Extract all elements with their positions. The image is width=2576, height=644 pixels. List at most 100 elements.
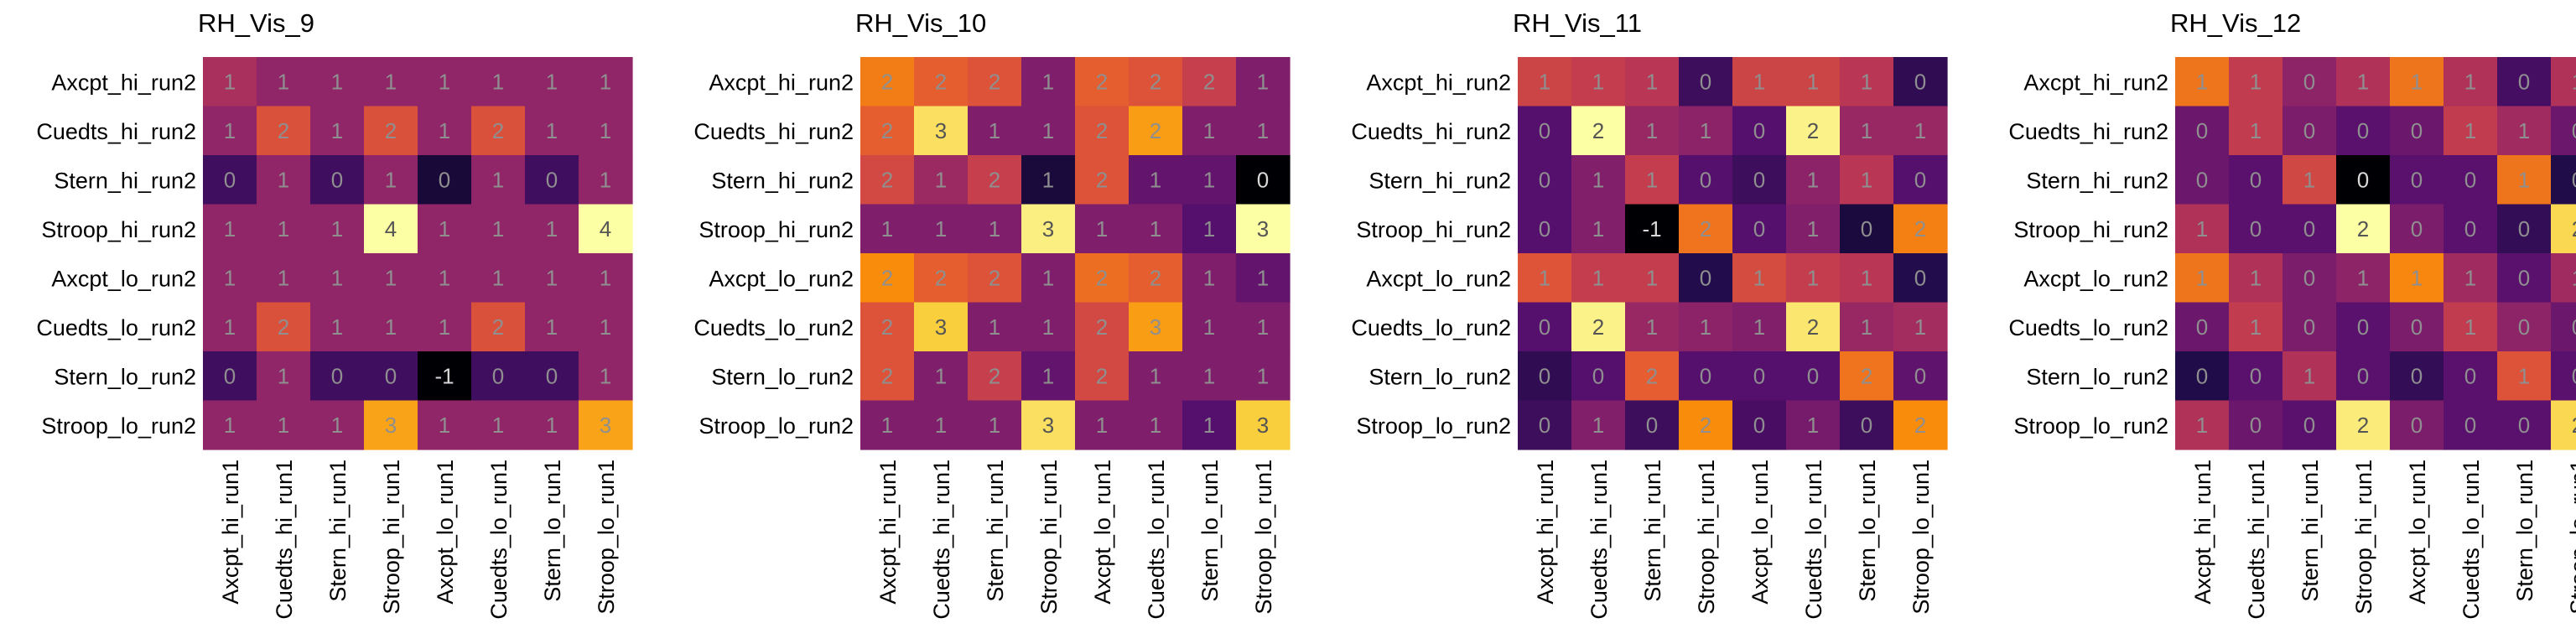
row-label: Cuedts_lo_run2	[36, 315, 196, 340]
heatmap-panel-3: RH_Vis_11 1 1 1 0 1 1 1 0 0 2 1 1 0 2 1 1 0 1 1 0 0 1 1 0 0 1 -1 2 0 1…	[1351, 8, 1948, 620]
heatmap-cell	[1075, 302, 1130, 352]
heatmap-cell	[1840, 155, 1894, 205]
cell-label: 1	[1539, 265, 1550, 290]
heatmap-cell	[1129, 351, 1183, 402]
cell-label: 1	[492, 413, 504, 438]
cell-label: 0	[224, 167, 236, 192]
cell-label: 0	[1539, 167, 1550, 192]
heatmap-cell	[310, 155, 365, 205]
row-label: Stern_lo_run2	[711, 364, 854, 389]
heatmap-cell	[364, 351, 418, 402]
cell-label: 0	[2572, 363, 2576, 388]
heatmap-cell	[860, 106, 915, 156]
heatmap-cell	[1732, 302, 1787, 352]
heatmap-cell	[1021, 253, 1076, 304]
row-label: Stroop_hi_run2	[41, 217, 196, 242]
heatmap-cell	[1732, 204, 1787, 254]
heatmap-cell	[579, 106, 633, 156]
heatmap-cell	[2497, 351, 2552, 402]
cell-label: 2	[2572, 216, 2576, 242]
column-label: Stroop_hi_run1	[379, 460, 404, 615]
heatmap-cell	[257, 302, 311, 352]
heatmap-cell	[2229, 57, 2283, 107]
heatmap-cell	[1236, 253, 1291, 304]
cell-label: 0	[2303, 118, 2315, 143]
cell-label: 1	[1700, 314, 1711, 340]
heatmap-cell	[1518, 57, 1572, 107]
heatmap-cell	[1571, 57, 1626, 107]
column-label: Stroop_hi_run1	[2351, 460, 2376, 615]
column-label: Stern_hi_run1	[2298, 460, 2323, 602]
heatmap-cell	[2444, 400, 2498, 450]
heatmap-cell	[2283, 400, 2337, 450]
heatmap-cell	[1075, 253, 1130, 304]
row-label: Axcpt_lo_run2	[2023, 266, 2168, 291]
cell-label: 1	[2518, 167, 2530, 192]
heatmap-cell	[2551, 302, 2576, 352]
cell-label: 1	[546, 413, 558, 438]
cell-label: 2	[881, 314, 893, 340]
cell-label: 0	[2572, 118, 2576, 143]
cell-label: 1	[1592, 265, 1604, 290]
cell-label: 1	[935, 363, 947, 388]
cell-label: 1	[2464, 69, 2476, 94]
heatmap-cell	[257, 204, 311, 254]
heatmap-cell	[1571, 106, 1626, 156]
column-label: Axcpt_lo_run1	[1090, 460, 1115, 605]
cell-label: 1	[1203, 167, 1215, 192]
cell-label: 1	[278, 265, 289, 290]
cell-label: 2	[1592, 118, 1604, 143]
cell-label: 1	[439, 314, 450, 340]
cell-label: 2	[1592, 314, 1604, 340]
heatmap-cell	[1075, 106, 1130, 156]
column-label: Cuedts_hi_run1	[929, 460, 954, 620]
column-label: Stroop_lo_run1	[2566, 460, 2576, 615]
heatmap-cell	[968, 351, 1022, 402]
row-label: Stroop_hi_run2	[1356, 217, 1511, 242]
column-label: Cuedts_hi_run1	[2244, 460, 2269, 620]
cell-label: 1	[1753, 314, 1765, 340]
cell-label: 0	[2250, 413, 2262, 438]
cell-label: 1	[2250, 314, 2262, 340]
heatmap-cell	[1182, 400, 1237, 450]
cell-label: 0	[1753, 216, 1765, 242]
heatmap-panel-1: RH_Vis_9 1 1 1 1 1 1 1 1 1 2 1 2 1 2 1 1 0 1 0 1 0 1 0 1 1 1 1 4 1 1 1 4…	[36, 8, 633, 620]
cell-label: 0	[1753, 118, 1765, 143]
heatmap-cell	[2444, 302, 2498, 352]
cell-label: 0	[2518, 216, 2530, 242]
cell-label: 0	[224, 363, 236, 388]
heatmap-cell	[1182, 57, 1237, 107]
cell-label: 1	[278, 363, 289, 388]
column-label: Stern_lo_run1	[1855, 460, 1880, 602]
cell-label: 0	[2411, 363, 2423, 388]
cell-label: 0	[1257, 167, 1269, 192]
heatmap-cell	[1732, 253, 1787, 304]
cell-label: 1	[439, 265, 450, 290]
cell-label: 1	[881, 216, 893, 242]
heatmap-cell	[1236, 351, 1291, 402]
heatmap-cell	[968, 400, 1022, 450]
row-label: Cuedts_hi_run2	[1351, 119, 1511, 144]
heatmap-cell	[2444, 253, 2498, 304]
heatmap-cell	[1679, 204, 1733, 254]
cell-label: 1	[1150, 167, 1161, 192]
heatmap-cell	[1236, 155, 1291, 205]
row-label: Stroop_lo_run2	[1356, 413, 1511, 439]
cell-label: 1	[1646, 314, 1658, 340]
cell-label: 2	[989, 69, 1000, 94]
cell-label: 3	[1042, 413, 1054, 438]
heatmap-cell	[471, 253, 526, 304]
heatmap-cell	[2336, 106, 2391, 156]
heatmap-cell	[2551, 106, 2576, 156]
heatmap-cell	[418, 351, 472, 402]
cell-label: 2	[1807, 314, 1819, 340]
row-label: Stern_lo_run2	[1368, 364, 1511, 389]
heatmap-cell	[1129, 400, 1183, 450]
cell-label: 0	[2357, 118, 2369, 143]
cell-label: 2	[1914, 216, 1926, 242]
cell-label: 1	[1042, 314, 1054, 340]
cell-label: 0	[2250, 167, 2262, 192]
cell-label: 0	[1753, 167, 1765, 192]
heatmap-cell	[1236, 302, 1291, 352]
